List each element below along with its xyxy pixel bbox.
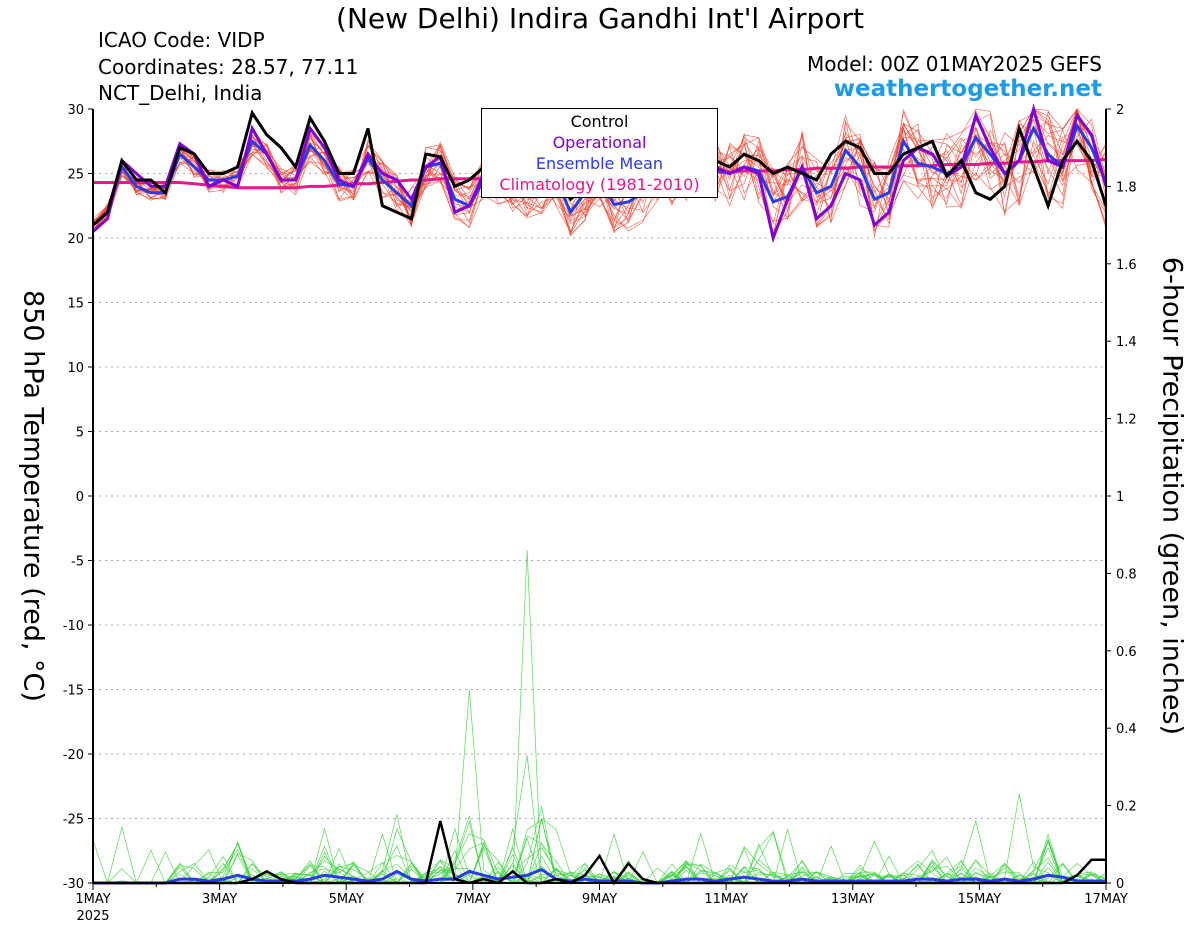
x-tick-label: 17MAY — [1084, 892, 1128, 907]
y2-tick-label: 1.8 — [1116, 180, 1137, 195]
y-tick-label: -20 — [63, 748, 84, 763]
y-axis-label-left: 850 hPa Temperature (red, °C) — [17, 290, 49, 702]
precipitation-member-line — [93, 550, 1107, 884]
model-run: Model: 00Z 01MAY2025 GEFS — [807, 52, 1102, 76]
y-tick-label: -5 — [71, 555, 84, 570]
y-axis-label-right: 6-hour Precipitation (green, inches) — [1156, 256, 1188, 736]
y2-tick-label: 0 — [1116, 877, 1124, 892]
x-tick-label: 11MAY — [704, 892, 748, 907]
y-tick-label: 25 — [67, 168, 84, 183]
y2-tick-label: 0.4 — [1116, 722, 1137, 737]
y2-tick-label: 1 — [1116, 490, 1124, 505]
legend-control: Control — [570, 112, 629, 131]
y2-tick-label: 0.2 — [1116, 800, 1137, 815]
x-tick-label: 13MAY — [831, 892, 875, 907]
location: NCT_Delhi, India — [98, 81, 263, 105]
y-tick-label: 30 — [67, 103, 84, 118]
x-tick-label: 9MAY — [582, 892, 617, 907]
y-tick-label: 10 — [67, 361, 84, 376]
x-tick-label: 1MAY — [75, 892, 110, 907]
website-link[interactable]: weathertogether.net — [833, 76, 1102, 102]
tick-labels: 302520151050-5-10-15-20-25-3021.81.61.41… — [63, 103, 1137, 924]
x-tick-label: 15MAY — [958, 892, 1002, 907]
x-tick-year-label: 2025 — [76, 909, 109, 924]
gridlines — [93, 173, 1106, 819]
y-tick-label: 5 — [76, 426, 84, 441]
x-tick-label: 3MAY — [202, 892, 237, 907]
y2-tick-label: 1.4 — [1116, 335, 1137, 350]
y-tick-label: -10 — [63, 619, 84, 634]
y-tick-label: 0 — [76, 490, 84, 505]
y-tick-label: -25 — [63, 813, 84, 828]
y-tick-label: 20 — [67, 232, 84, 247]
icao-code: ICAO Code: VIDP — [98, 28, 265, 52]
y2-tick-label: 1.6 — [1116, 258, 1137, 273]
ensemble-precipitation-members — [92, 550, 1107, 885]
chart-title: (New Delhi) Indira Gandhi Int'l Airport — [336, 2, 864, 35]
legend: Control Operational Ensemble Mean Climat… — [481, 108, 718, 198]
x-tick-label: 7MAY — [455, 892, 490, 907]
y-tick-label: 15 — [67, 297, 84, 312]
legend-operational: Operational — [552, 133, 647, 152]
y-tick-label: -30 — [63, 877, 84, 892]
y2-tick-label: 1.2 — [1116, 413, 1137, 428]
legend-climatology: Climatology (1981-2010) — [499, 175, 700, 194]
legend-ensemble-mean: Ensemble Mean — [535, 154, 664, 173]
precip-ensemble-mean-line — [93, 867, 1106, 885]
coordinates: Coordinates: 28.57, 77.11 — [98, 55, 359, 79]
y2-tick-label: 2 — [1116, 103, 1124, 118]
y2-tick-label: 0.8 — [1116, 567, 1137, 582]
y-tick-label: -15 — [63, 684, 84, 699]
x-tick-label: 5MAY — [329, 892, 364, 907]
y2-tick-label: 0.6 — [1116, 645, 1137, 660]
